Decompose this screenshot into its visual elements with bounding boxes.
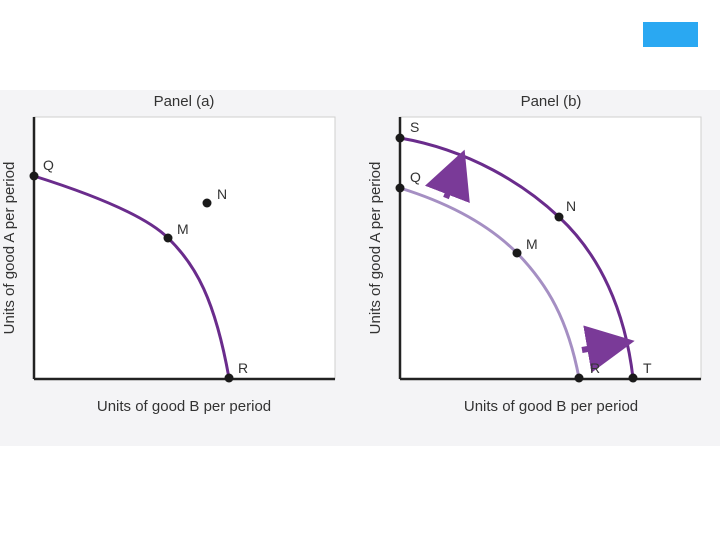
panel-b-frame <box>399 116 702 380</box>
panel-b: Panel (b) Units of good A per period Uni… <box>367 93 702 415</box>
panel-a-point-r <box>224 373 234 383</box>
panel-a-x-axis-title: Units of good B per period <box>97 398 271 415</box>
panel-b-point-r <box>574 373 584 383</box>
panel-b-point-t <box>628 373 638 383</box>
panel-a-title: Panel (a) <box>154 93 215 110</box>
panel-b-label-s: S <box>410 119 419 135</box>
panel-a-label-m: M <box>177 221 189 237</box>
panel-a: Panel (a) Units of good A per period Uni… <box>1 93 336 415</box>
panel-b-point-n <box>554 212 564 222</box>
panel-a-label-q: Q <box>43 157 54 173</box>
panel-b-point-s <box>395 133 405 143</box>
panel-a-y-axis-title: Units of good A per period <box>1 162 18 335</box>
panel-a-label-n: N <box>217 186 227 202</box>
panel-a-point-q <box>29 171 39 181</box>
panel-b-label-m: M <box>526 236 538 252</box>
panel-a-point-n <box>202 198 212 208</box>
panel-b-shift-arrow-right <box>581 325 635 373</box>
panel-b-label-t: T <box>643 360 652 376</box>
panel-b-x-axis-title: Units of good B per period <box>464 398 638 415</box>
panel-b-shift-arrow-up <box>424 149 470 204</box>
panel-a-frame <box>33 116 336 380</box>
panel-b-label-q: Q <box>410 169 421 185</box>
panel-b-title: Panel (b) <box>521 93 582 110</box>
panel-a-label-r: R <box>238 360 248 376</box>
panel-a-point-m <box>163 233 173 243</box>
panel-b-y-axis-title: Units of good A per period <box>367 162 384 335</box>
panel-b-point-m <box>512 248 522 258</box>
panel-b-label-n: N <box>566 198 576 214</box>
accent-tab <box>643 22 698 47</box>
panel-b-label-r: R <box>590 360 600 376</box>
panel-b-point-q <box>395 183 405 193</box>
